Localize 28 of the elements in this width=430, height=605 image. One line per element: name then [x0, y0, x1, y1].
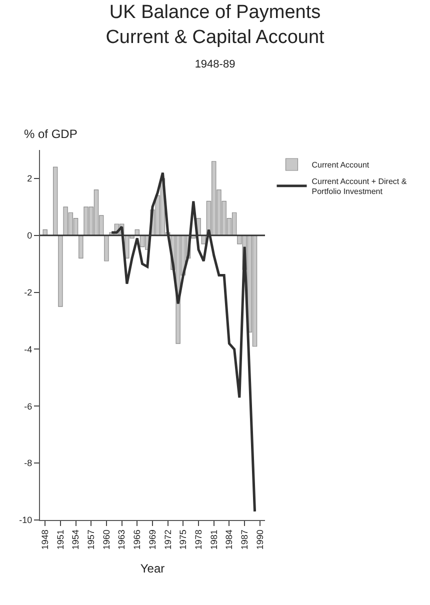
- x-tick-label: 1951: [55, 530, 66, 550]
- x-tick-label: 1987: [239, 530, 250, 550]
- x-tick-label: 1954: [70, 530, 81, 550]
- chart-title: UK Balance of Payments Current & Capital Account: [106, 2, 326, 48]
- y-tick-label: 2: [27, 174, 32, 184]
- x-tick-label: 1975: [178, 530, 188, 550]
- y-tick-label: 0: [27, 230, 32, 241]
- x-tick-label: 1960: [101, 530, 112, 550]
- x-tick-label: 1969: [147, 530, 158, 550]
- x-tick-label: 1963: [116, 530, 127, 550]
- x-axis-title: Year: [140, 562, 165, 576]
- y-tick-label: -8: [24, 458, 32, 468]
- y-tick-label: -2: [24, 287, 32, 298]
- legend-label: Current Account: [312, 160, 370, 170]
- y-tick-label: -6: [24, 401, 32, 412]
- x-tick-label: 1984: [224, 530, 234, 550]
- y-axis-title: % of GDP: [24, 127, 78, 141]
- chart-subtitle: 1948-89: [194, 58, 236, 71]
- x-tick-label: 1981: [208, 530, 219, 550]
- y-tick-label: -4: [24, 344, 32, 354]
- x-tick-label: 1948: [40, 530, 50, 550]
- x-tick-label: 1978: [193, 530, 204, 550]
- x-tick-label: 1990: [254, 530, 265, 550]
- legend-label: Current Account + Direct & Portfolio Investment: [312, 176, 408, 196]
- y-tick-label: -10: [19, 515, 32, 526]
- x-tick-label: 1972: [162, 530, 173, 550]
- x-tick-label: 1957: [86, 530, 96, 550]
- x-tick-label: 1966: [132, 530, 142, 550]
